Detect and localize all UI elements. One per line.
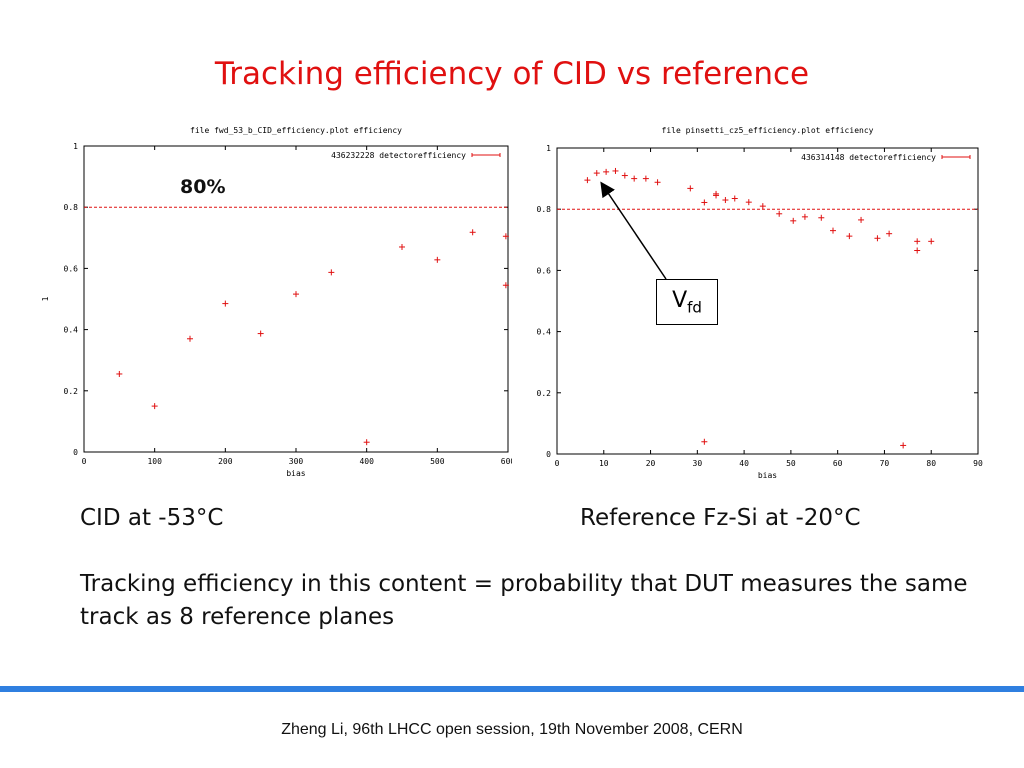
data-point xyxy=(722,197,729,204)
chart-reference: file pinsetti_cz5_efficiency.plot effici… xyxy=(537,126,983,480)
data-point xyxy=(846,233,853,240)
data-point xyxy=(612,167,619,174)
vfd-label: Vfd xyxy=(656,279,718,325)
y-tick-label: 0.2 xyxy=(64,387,79,396)
x-axis-label: bias xyxy=(286,469,305,478)
data-point xyxy=(713,192,720,199)
data-point xyxy=(469,229,476,236)
y-axis-label: 1 xyxy=(41,296,50,301)
data-point xyxy=(631,175,638,182)
data-point xyxy=(801,213,808,220)
caption-reference: Reference Fz-Si at -20°C xyxy=(580,505,861,531)
data-point xyxy=(776,210,783,217)
x-tick-label: 100 xyxy=(147,457,162,466)
data-point xyxy=(328,269,335,276)
data-point xyxy=(621,172,628,179)
data-point xyxy=(687,185,694,192)
y-tick-label: 1 xyxy=(546,144,551,153)
y-tick-label: 0.2 xyxy=(537,389,552,398)
x-tick-label: 30 xyxy=(693,459,703,468)
data-point xyxy=(731,195,738,202)
data-point xyxy=(434,256,441,263)
x-tick-label: 300 xyxy=(289,457,304,466)
data-point xyxy=(701,199,708,206)
data-point xyxy=(900,442,907,449)
y-tick-label: 1 xyxy=(73,142,78,151)
data-point xyxy=(593,170,600,177)
x-tick-label: 70 xyxy=(880,459,890,468)
data-point xyxy=(293,291,299,298)
y-tick-label: 0 xyxy=(73,448,78,457)
x-tick-label: 400 xyxy=(359,457,374,466)
data-point xyxy=(928,238,935,245)
plot-frame xyxy=(556,147,979,455)
x-tick-label: 0 xyxy=(555,459,560,468)
x-axis-label: bias xyxy=(758,471,777,480)
y-tick-label: 0 xyxy=(546,450,551,459)
footer: Zheng Li, 96th LHCC open session, 19th N… xyxy=(281,721,743,738)
y-tick-label: 0.8 xyxy=(64,203,79,212)
vfd-sub: fd xyxy=(687,298,702,317)
x-tick-label: 200 xyxy=(218,457,233,466)
x-tick-label: 40 xyxy=(739,459,749,468)
data-point xyxy=(151,403,158,410)
data-point xyxy=(759,203,766,210)
x-tick-label: 0 xyxy=(82,457,87,466)
data-point xyxy=(257,330,264,337)
data-point xyxy=(829,227,836,234)
data-point xyxy=(858,216,865,223)
x-tick-label: 500 xyxy=(430,457,445,466)
x-tick-label: 600 xyxy=(501,457,512,466)
x-tick-label: 80 xyxy=(926,459,936,468)
slide-title: Tracking efficiency of CID vs reference xyxy=(214,56,810,92)
data-point xyxy=(701,438,708,445)
data-point xyxy=(502,282,509,289)
chart-cid: file fwd_53_b_CID_efficiency.plot effici… xyxy=(41,126,512,478)
legend-label: 436314148 detectorefficiency xyxy=(801,153,936,162)
y-tick-label: 0.6 xyxy=(537,266,552,275)
description: Tracking efficiency in this content = pr… xyxy=(80,571,968,630)
x-tick-label: 50 xyxy=(786,459,796,468)
x-tick-label: 90 xyxy=(973,459,983,468)
chart-title: file pinsetti_cz5_efficiency.plot effici… xyxy=(662,126,874,135)
threshold-label: 80% xyxy=(180,176,226,198)
data-point xyxy=(116,370,123,377)
chart-title: file fwd_53_b_CID_efficiency.plot effici… xyxy=(190,126,402,135)
vfd-main: V xyxy=(672,288,688,313)
data-point xyxy=(874,235,881,242)
y-tick-label: 0.4 xyxy=(64,326,79,335)
data-point xyxy=(399,243,405,250)
x-tick-label: 60 xyxy=(833,459,843,468)
data-point xyxy=(790,217,797,224)
data-point xyxy=(363,439,370,446)
data-point xyxy=(818,214,825,221)
x-tick-label: 20 xyxy=(646,459,656,468)
footer-rule xyxy=(0,686,1024,692)
data-point xyxy=(502,233,509,240)
x-tick-label: 10 xyxy=(599,459,609,468)
data-point xyxy=(222,300,229,307)
data-point xyxy=(914,238,921,245)
data-point xyxy=(886,230,893,237)
caption-cid: CID at -53°C xyxy=(80,505,224,531)
legend-label: 436232228 detectorefficiency xyxy=(331,151,466,160)
data-point xyxy=(584,177,591,184)
y-tick-label: 0.8 xyxy=(537,205,552,214)
data-point xyxy=(654,179,661,186)
y-tick-label: 0.4 xyxy=(537,328,552,337)
data-point xyxy=(745,199,752,206)
data-point xyxy=(187,335,193,342)
data-point xyxy=(914,247,921,254)
y-tick-label: 0.6 xyxy=(64,264,79,273)
data-point xyxy=(642,175,649,182)
data-point xyxy=(603,168,610,175)
